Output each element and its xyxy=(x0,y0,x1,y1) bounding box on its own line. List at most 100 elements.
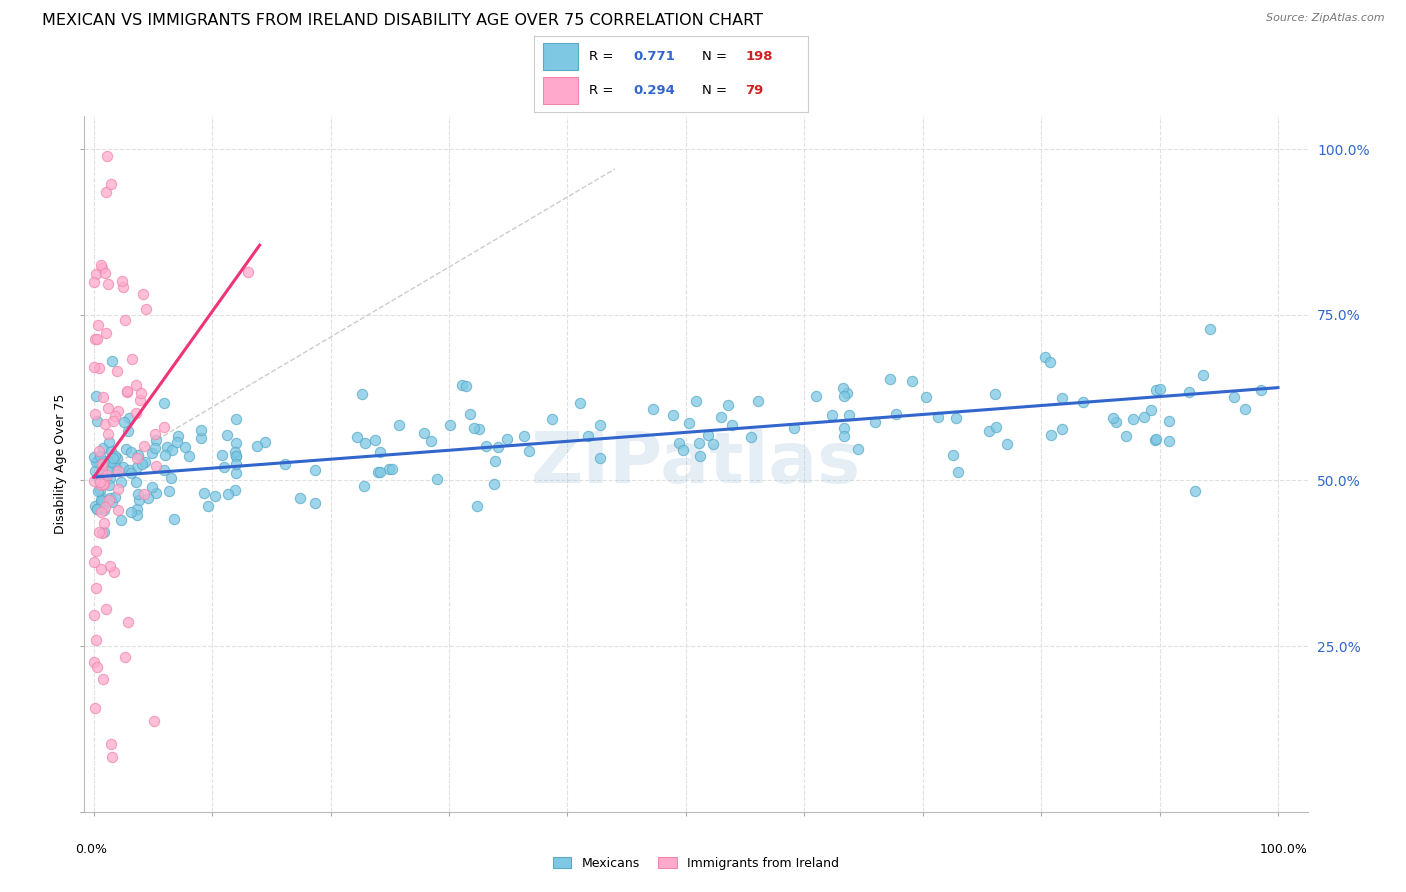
Point xyxy=(86,501,108,516)
Point xyxy=(125,459,148,474)
Point xyxy=(91,462,114,476)
Point xyxy=(86,502,108,516)
Point xyxy=(568,395,591,409)
Point xyxy=(290,491,312,505)
Point xyxy=(86,414,108,428)
Point xyxy=(93,454,115,468)
Point xyxy=(87,444,110,458)
Point xyxy=(96,326,118,340)
Point xyxy=(513,429,536,443)
Point xyxy=(91,477,114,491)
Point xyxy=(1039,428,1062,442)
Point xyxy=(145,459,167,474)
Point xyxy=(131,457,153,471)
Point xyxy=(224,483,246,497)
Point xyxy=(87,525,110,540)
Text: 100.0%: 100.0% xyxy=(1260,843,1308,856)
Point xyxy=(83,475,105,489)
Point xyxy=(832,428,855,442)
Point xyxy=(688,436,710,450)
Point xyxy=(782,421,804,435)
Point xyxy=(103,414,125,428)
Point xyxy=(91,525,114,540)
Point xyxy=(89,259,111,273)
Point xyxy=(474,439,496,453)
Point xyxy=(100,455,122,469)
Point xyxy=(93,476,115,491)
Point xyxy=(87,361,110,376)
Point xyxy=(927,409,949,424)
Point xyxy=(96,149,118,163)
Point xyxy=(107,482,129,496)
Point xyxy=(484,454,506,468)
Point xyxy=(517,443,540,458)
Point xyxy=(346,430,368,444)
Point xyxy=(1139,403,1161,417)
Point xyxy=(105,451,128,466)
Y-axis label: Disability Age Over 75: Disability Age Over 75 xyxy=(53,393,67,534)
Point xyxy=(211,448,233,462)
Point xyxy=(1157,434,1180,449)
Point xyxy=(101,353,124,368)
Point xyxy=(804,389,827,403)
Point xyxy=(104,449,127,463)
Point xyxy=(212,459,235,474)
Point xyxy=(946,465,969,479)
Point xyxy=(224,445,246,459)
Point xyxy=(115,442,138,456)
Point xyxy=(96,602,118,616)
Point xyxy=(454,378,477,392)
Point xyxy=(1105,415,1128,429)
Point xyxy=(1071,394,1094,409)
Point xyxy=(90,478,112,492)
Point xyxy=(159,471,181,485)
Point xyxy=(84,407,107,421)
Point xyxy=(160,442,183,457)
Text: 0.771: 0.771 xyxy=(633,50,675,62)
Point xyxy=(486,440,509,454)
Point xyxy=(1159,413,1181,427)
Point xyxy=(87,454,110,468)
Point xyxy=(97,427,120,442)
Point xyxy=(468,422,491,436)
Point xyxy=(143,714,166,728)
Point xyxy=(945,411,967,425)
Point xyxy=(127,448,149,462)
Point xyxy=(1115,429,1137,443)
Text: N =: N = xyxy=(702,84,731,96)
Point xyxy=(94,266,117,280)
Point xyxy=(167,429,190,443)
Point xyxy=(91,390,114,404)
Point xyxy=(353,479,375,493)
Point xyxy=(254,434,277,449)
Point xyxy=(90,491,112,505)
Point xyxy=(1149,382,1171,396)
Point xyxy=(115,384,138,398)
Point xyxy=(942,448,965,462)
Point xyxy=(697,428,720,442)
Point xyxy=(217,486,239,500)
Point xyxy=(366,466,388,480)
Point xyxy=(837,385,859,400)
Point xyxy=(120,466,142,480)
Point xyxy=(304,496,326,510)
Point xyxy=(177,449,200,463)
FancyBboxPatch shape xyxy=(543,78,578,104)
Point xyxy=(111,274,134,288)
Point xyxy=(451,378,474,392)
Point xyxy=(100,444,122,458)
Point xyxy=(831,381,853,395)
Point xyxy=(98,491,121,506)
Point xyxy=(107,403,129,417)
Point xyxy=(107,464,129,478)
Point xyxy=(368,465,391,479)
Point xyxy=(83,359,105,374)
Text: 198: 198 xyxy=(745,50,773,62)
Point xyxy=(747,394,769,409)
Point xyxy=(98,471,121,485)
Point xyxy=(426,472,449,486)
Point xyxy=(388,417,411,432)
Point xyxy=(104,458,127,473)
Point xyxy=(132,439,155,453)
Point xyxy=(114,650,136,665)
